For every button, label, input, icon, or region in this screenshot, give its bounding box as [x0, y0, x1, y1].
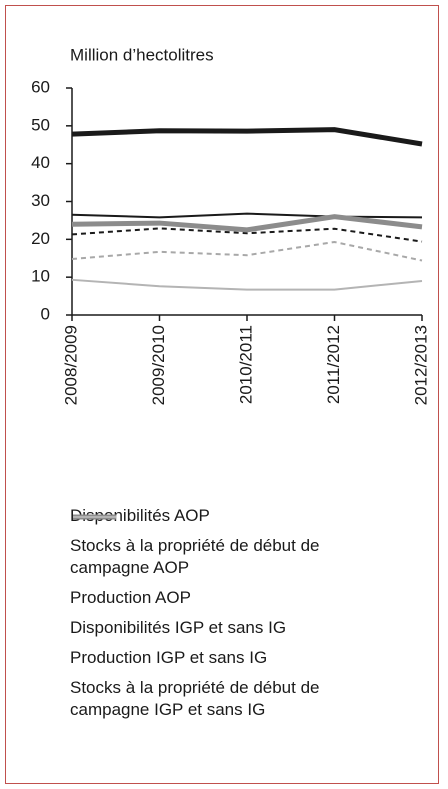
x-tick-label: 2009/2010 [149, 325, 168, 405]
series-line [71, 212, 423, 219]
legend-label: Production IGP et sans IG [70, 648, 268, 667]
y-tick-label: 30 [31, 191, 50, 210]
legend-item: Production IGP et sans IG [70, 516, 410, 669]
x-tick-label: 2012/2013 [411, 325, 430, 405]
series-line [71, 227, 423, 243]
legend-item: Disponibilités AOP [70, 505, 410, 527]
series-line [71, 127, 423, 147]
legend-label: Stocks à la propriété de début de campag… [70, 678, 320, 719]
axis-label: Million d’hectolitres [70, 45, 214, 64]
legend-item: Stocks à la propriété de début de campag… [70, 516, 410, 721]
y-tick-label: 40 [31, 153, 50, 172]
legend-label: Production AOP [70, 588, 191, 607]
y-tick-label: 60 [31, 77, 50, 96]
legend-item: Disponibilités IGP et sans IG [70, 514, 410, 639]
series-line [71, 240, 423, 262]
series-line [71, 214, 423, 233]
legend-swatch [73, 516, 116, 518]
legend: Disponibilités AOP Stocks à la propriété … [70, 505, 410, 729]
x-tick-label: 2010/2011 [236, 325, 255, 404]
chart: Million d’hectolitres 0 10 20 30 40 50 60 2008/… [31, 45, 430, 405]
frame [5, 5, 439, 784]
y-tick-label: 50 [31, 115, 50, 134]
y-tick-label: 10 [31, 267, 50, 286]
legend-label: Disponibilités IGP et sans IG [70, 618, 287, 637]
x-tick-label: 2011/2012 [324, 325, 343, 404]
series-line [71, 278, 423, 291]
legend-label: Disponibilités AOP [70, 506, 210, 525]
x-tick-label: 2008/2009 [61, 325, 80, 405]
legend-label: Stocks à la propriété de début de campag… [70, 536, 320, 577]
y-tick-label: 0 [41, 304, 50, 323]
legend-item: Production AOP [70, 516, 410, 609]
legend-item: Stocks à la propriété de début de campag… [70, 516, 410, 579]
y-tick-label: 20 [31, 229, 50, 248]
